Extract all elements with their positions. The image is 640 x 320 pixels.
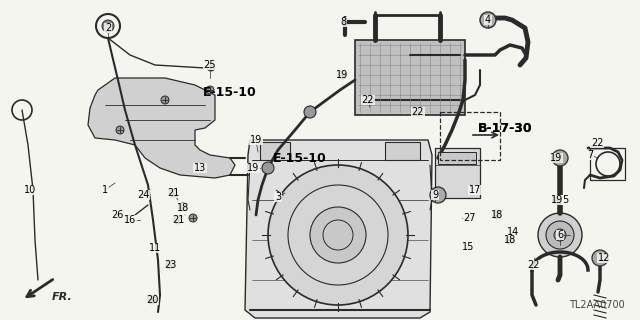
Circle shape: [179, 203, 187, 211]
Text: 6: 6: [557, 230, 563, 240]
Polygon shape: [245, 140, 432, 318]
Circle shape: [310, 207, 366, 263]
Text: 19: 19: [247, 163, 259, 173]
Text: E-15-10: E-15-10: [203, 86, 257, 100]
Text: 22: 22: [412, 107, 424, 117]
Text: E-15-10: E-15-10: [273, 151, 327, 164]
Text: 18: 18: [504, 235, 516, 245]
Circle shape: [102, 20, 114, 32]
Circle shape: [189, 214, 197, 222]
Text: 18: 18: [491, 210, 503, 220]
Circle shape: [207, 63, 215, 71]
Text: 11: 11: [149, 243, 161, 253]
Bar: [440, 112, 500, 160]
Text: 22: 22: [362, 95, 374, 105]
Text: TL2AA0700: TL2AA0700: [569, 300, 625, 310]
Text: 19: 19: [250, 135, 262, 145]
Circle shape: [116, 126, 124, 134]
Circle shape: [148, 296, 156, 304]
Circle shape: [552, 150, 568, 166]
Text: 19: 19: [551, 195, 563, 205]
Bar: [590, 148, 625, 180]
Circle shape: [206, 86, 214, 94]
Circle shape: [506, 236, 514, 244]
Circle shape: [262, 162, 274, 174]
Circle shape: [161, 96, 169, 104]
Text: 2: 2: [105, 23, 111, 33]
Circle shape: [480, 12, 496, 28]
Text: 5: 5: [562, 195, 568, 205]
Circle shape: [430, 187, 446, 203]
Polygon shape: [88, 78, 235, 178]
Circle shape: [538, 213, 582, 257]
Text: 4: 4: [485, 15, 491, 25]
Circle shape: [592, 250, 608, 266]
Bar: [385, 142, 420, 160]
Text: 20: 20: [146, 295, 158, 305]
Text: 19: 19: [550, 153, 562, 163]
Text: 18: 18: [177, 203, 189, 213]
Circle shape: [338, 71, 346, 79]
Circle shape: [304, 106, 316, 118]
Text: FR.: FR.: [52, 292, 73, 302]
Circle shape: [414, 108, 422, 116]
Text: 14: 14: [507, 227, 519, 237]
Text: 21: 21: [172, 215, 184, 225]
Text: 15: 15: [462, 242, 474, 252]
Circle shape: [554, 229, 566, 241]
Circle shape: [174, 216, 182, 224]
Circle shape: [553, 196, 561, 204]
Text: 13: 13: [194, 163, 206, 173]
Text: 22: 22: [591, 138, 604, 148]
Text: 25: 25: [204, 60, 216, 70]
Circle shape: [493, 211, 501, 219]
Text: 16: 16: [124, 215, 136, 225]
Text: 21: 21: [167, 188, 179, 198]
Text: 3: 3: [275, 192, 281, 202]
Text: 12: 12: [598, 253, 610, 263]
Text: 23: 23: [164, 260, 176, 270]
Text: 26: 26: [111, 210, 123, 220]
Text: 8: 8: [340, 17, 346, 27]
Bar: [438, 152, 476, 164]
Bar: [435, 148, 480, 198]
Text: 7: 7: [587, 150, 593, 160]
Text: 1: 1: [102, 185, 108, 195]
Text: 17: 17: [469, 185, 481, 195]
Text: B-17-30: B-17-30: [477, 122, 532, 134]
Text: 10: 10: [24, 185, 36, 195]
Text: B-17-30: B-17-30: [477, 122, 532, 134]
Circle shape: [552, 154, 560, 162]
Text: 27: 27: [464, 213, 476, 223]
Circle shape: [169, 189, 177, 197]
Circle shape: [268, 165, 408, 305]
Text: 22: 22: [527, 260, 540, 270]
Bar: [355, 40, 465, 115]
Circle shape: [166, 261, 174, 269]
Bar: [260, 142, 290, 160]
Circle shape: [546, 221, 574, 249]
Text: 24: 24: [137, 190, 149, 200]
Text: 9: 9: [432, 190, 438, 200]
Circle shape: [366, 96, 374, 104]
Text: 19: 19: [336, 70, 348, 80]
